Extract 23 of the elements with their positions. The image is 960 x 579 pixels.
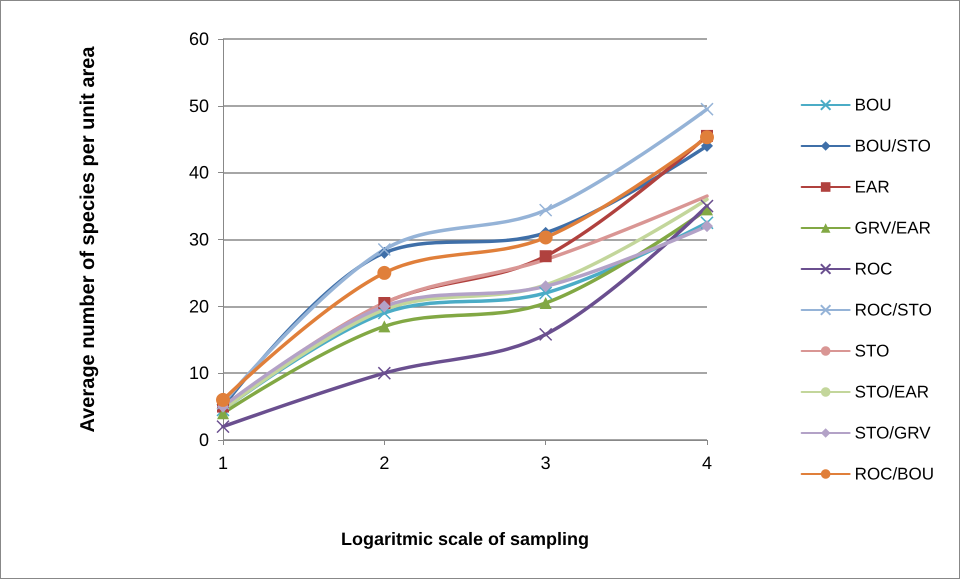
- legend-label: STO: [854, 342, 890, 360]
- x-tick-label: 1: [218, 453, 228, 473]
- y-tick-label: 30: [188, 230, 209, 250]
- y-tick-label: 20: [188, 296, 209, 316]
- y-tick-label: 60: [188, 29, 209, 49]
- legend-label: BOU: [854, 96, 892, 114]
- legend-label: GRV/EAR: [854, 218, 931, 238]
- legend-label: BOU/STO: [854, 136, 931, 156]
- legend-label: STO/EAR: [854, 382, 929, 402]
- x-tick-label: 2: [379, 453, 390, 473]
- x-axis-title: Logaritmic scale of sampling: [340, 529, 590, 549]
- y-axis-title: Average number of species per unit area: [77, 46, 99, 433]
- x-tick-label: 3: [540, 453, 551, 473]
- y-tick-label: 50: [188, 96, 209, 116]
- y-tick-label: 10: [188, 363, 209, 384]
- y-tick-label: 40: [188, 162, 209, 183]
- legend-label: ROC/STO: [854, 300, 932, 320]
- legend-label: ROC/BOU: [854, 464, 934, 484]
- legend-label: ROC: [854, 260, 892, 278]
- legend-label: STO/GRV: [854, 424, 932, 442]
- y-tick-label: 0: [198, 430, 209, 450]
- legend-label: EAR: [854, 178, 890, 196]
- x-tick-label: 4: [702, 453, 712, 473]
